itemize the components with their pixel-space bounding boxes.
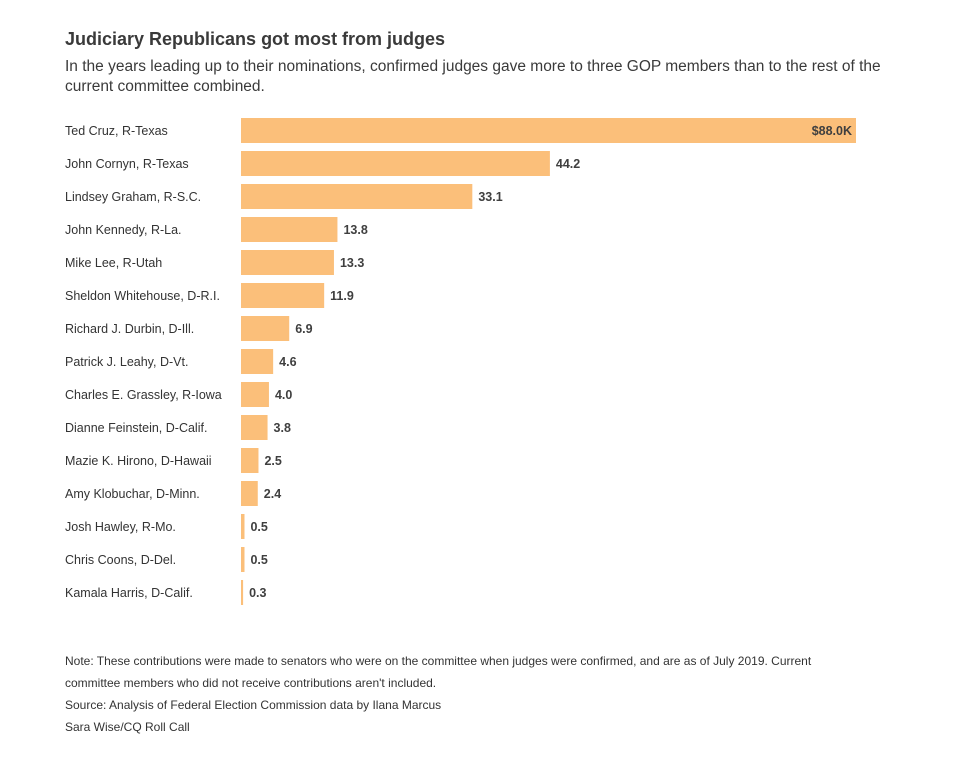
source-line: Source: Analysis of Federal Election Com… [65,698,442,712]
category-label: Patrick J. Leahy, D-Vt. [65,355,188,369]
bar [241,514,245,539]
bar [241,382,269,407]
credit-line: Sara Wise/CQ Roll Call [65,720,190,734]
category-label: Amy Klobuchar, D-Minn. [65,487,200,501]
category-label: Lindsey Graham, R-S.C. [65,190,201,204]
chart-subtitle: In the years leading up to their nominat… [65,58,881,95]
bar [241,481,258,506]
chart-footer: Note: These contributions were made to s… [65,650,865,738]
category-label: John Kennedy, R-La. [65,223,182,237]
bar [241,580,244,605]
category-label: Josh Hawley, R-Mo. [65,520,176,534]
bar [241,118,856,143]
category-label: Ted Cruz, R-Texas [65,124,168,138]
bar [241,448,259,473]
category-label: Dianne Feinstein, D-Calif. [65,421,207,435]
category-label: Richard J. Durbin, D-Ill. [65,322,194,336]
value-label: 33.1 [478,190,502,204]
bar [241,316,290,341]
value-label: 0.3 [249,586,266,600]
value-label: 0.5 [250,520,267,534]
value-label: 13.3 [340,256,364,270]
category-label: Mazie K. Hirono, D-Hawaii [65,454,212,468]
bar [241,415,268,440]
value-label: 13.8 [343,223,367,237]
chart-title: Judiciary Republicans got most from judg… [65,29,446,49]
category-label: John Cornyn, R-Texas [65,157,189,171]
value-label: 0.5 [250,553,267,567]
bar [241,217,338,242]
value-label: 3.8 [274,421,291,435]
value-label: 6.9 [295,322,312,336]
bar [241,151,550,176]
value-label: 2.5 [264,454,281,468]
category-label: Charles E. Grassley, R-Iowa [65,388,222,402]
bar [241,547,245,572]
value-label: 11.9 [330,289,354,303]
category-label: Mike Lee, R-Utah [65,256,162,270]
category-label: Sheldon Whitehouse, D-R.I. [65,289,220,303]
value-label: $88.0K [812,124,852,138]
bar [241,250,334,275]
footnote: Note: These contributions were made to s… [65,654,812,690]
bar-chart: Ted Cruz, R-Texas $88.0K John Cornyn, R-Te… [65,118,856,605]
value-label: 44.2 [556,157,580,171]
bar [241,349,274,374]
category-label: Chris Coons, D-Del. [65,553,176,567]
bar [241,184,473,209]
value-label: 4.6 [279,355,296,369]
category-label: Kamala Harris, D-Calif. [65,586,193,600]
value-label: 2.4 [264,487,281,501]
value-label: 4.0 [275,388,292,402]
bar [241,283,325,308]
